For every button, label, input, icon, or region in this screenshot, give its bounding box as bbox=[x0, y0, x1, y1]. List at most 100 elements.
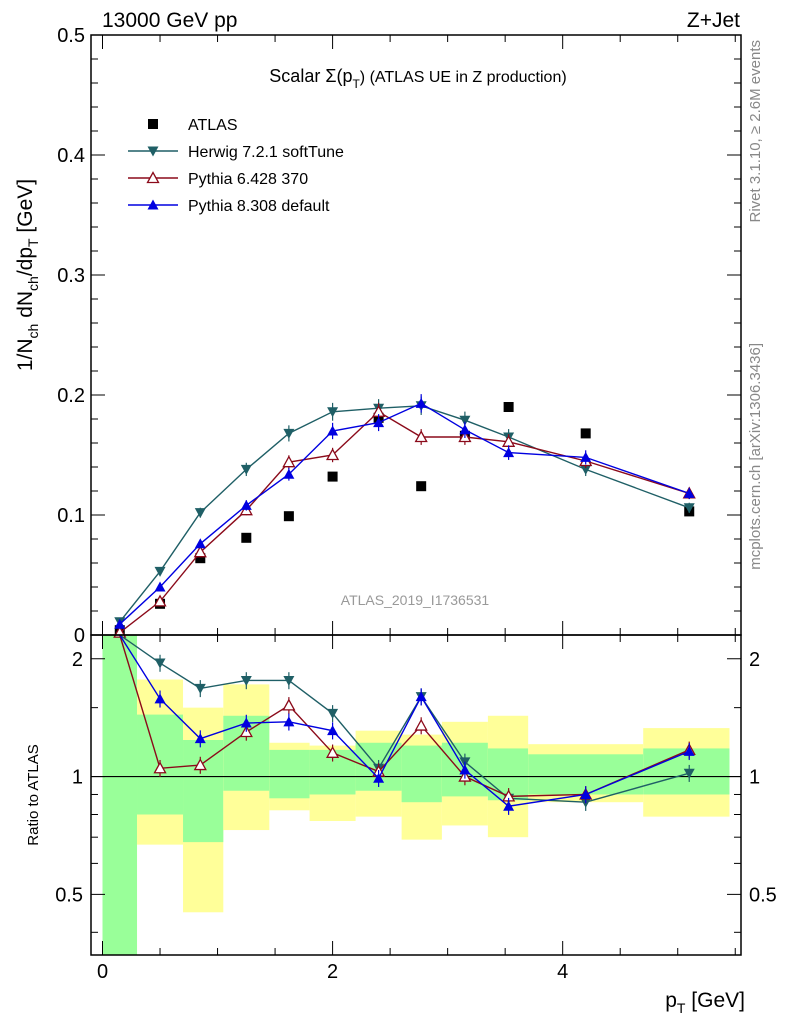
ratio-point bbox=[373, 772, 385, 783]
data-point bbox=[325, 448, 340, 461]
legend-marker bbox=[146, 171, 160, 184]
data-point bbox=[154, 581, 166, 592]
inner-band bbox=[102, 635, 138, 955]
x-tick-label: 2 bbox=[327, 961, 338, 983]
ratio-point bbox=[459, 764, 471, 775]
data-point bbox=[194, 538, 206, 549]
ratio-tick-label: 2 bbox=[72, 649, 83, 671]
data-point bbox=[327, 425, 339, 436]
data-point bbox=[503, 447, 515, 458]
ratio-line bbox=[119, 635, 690, 807]
ratio-point bbox=[240, 717, 252, 728]
ratio-tick-label: 0.5 bbox=[55, 884, 83, 906]
data-point bbox=[283, 511, 294, 522]
inner-band bbox=[183, 740, 224, 843]
data-point bbox=[241, 532, 252, 543]
ratio-point bbox=[327, 725, 339, 736]
mcplots-label: mcplots.cern.ch [arXiv:1306.3436] bbox=[747, 343, 764, 570]
data-point bbox=[580, 451, 592, 462]
data-point bbox=[153, 594, 167, 607]
data-point bbox=[195, 553, 206, 564]
legend-label: Herwig 7.2.1 softTune bbox=[188, 144, 344, 161]
ratio-point bbox=[683, 745, 695, 756]
data-point bbox=[459, 415, 471, 426]
series-line bbox=[119, 405, 690, 623]
ratio-frame bbox=[90, 634, 742, 956]
ratio-point bbox=[414, 718, 428, 731]
x-tick-label: 0 bbox=[97, 961, 108, 983]
legend-marker bbox=[147, 146, 159, 157]
analysis-id: ATLAS_2019_I1736531 bbox=[341, 592, 490, 608]
data-point bbox=[327, 471, 338, 482]
rivet-label: Rivet 3.1.10, ≥ 2.6M events bbox=[747, 40, 764, 223]
data-point bbox=[416, 481, 427, 492]
data-point bbox=[683, 503, 695, 514]
data-point bbox=[503, 402, 514, 412]
ratio-point bbox=[194, 733, 206, 744]
legend-marker bbox=[148, 119, 158, 129]
ratio-point bbox=[153, 761, 167, 774]
ratio-point bbox=[283, 716, 295, 727]
data-point bbox=[154, 566, 166, 577]
data-point bbox=[283, 468, 295, 479]
y-tick-label: 0.1 bbox=[57, 505, 85, 527]
y-tick-label: 0.3 bbox=[57, 265, 85, 287]
svg-text:1/Nch dNch/dpT [GeV]: 1/Nch dNch/dpT [GeV] bbox=[14, 179, 41, 371]
y-tick-label: 0.5 bbox=[57, 25, 85, 47]
y-tick-label: 0.4 bbox=[57, 145, 85, 167]
inner-band bbox=[401, 745, 442, 803]
ratio-point bbox=[154, 658, 166, 669]
ratio-point bbox=[282, 698, 296, 711]
legend-label: Pythia 8.308 default bbox=[188, 198, 330, 215]
data-point bbox=[459, 424, 471, 435]
inner-band bbox=[269, 749, 310, 799]
data-point bbox=[327, 407, 339, 418]
ratio-point bbox=[154, 693, 166, 704]
data-point bbox=[193, 545, 207, 558]
ratio-series bbox=[119, 635, 696, 815]
ratio-tick-label-right: 1 bbox=[749, 767, 760, 789]
ratio-tick-label: 1 bbox=[72, 767, 83, 789]
legend-label: Pythia 6.428 370 bbox=[188, 171, 308, 188]
ratio-line bbox=[119, 635, 690, 803]
x-tick-label: 4 bbox=[557, 961, 568, 983]
data-point bbox=[373, 417, 385, 428]
legend: ATLAS Herwig 7.2.1 softTune Pythia 6.428 3… bbox=[128, 117, 344, 215]
data-point bbox=[414, 430, 428, 443]
ratio-point bbox=[193, 758, 207, 771]
legend-marker bbox=[147, 199, 159, 210]
ratio-point bbox=[283, 675, 295, 686]
y-tick-label: 0 bbox=[74, 625, 85, 647]
data-point bbox=[194, 508, 206, 519]
ratio-point bbox=[240, 675, 252, 686]
ratio-ylabel: Ratio to ATLAS bbox=[25, 744, 42, 845]
data-point bbox=[240, 464, 252, 475]
data-point bbox=[415, 397, 427, 408]
data-point bbox=[283, 428, 295, 439]
header-left: 13000 GeV pp bbox=[102, 9, 237, 32]
ratio-uncertainty-bands bbox=[102, 635, 730, 955]
ratio-tick-label-right: 2 bbox=[749, 649, 760, 671]
y-tick-label: 0.2 bbox=[57, 385, 85, 407]
series-line bbox=[119, 410, 690, 634]
data-point bbox=[114, 618, 126, 629]
series-line bbox=[119, 402, 690, 625]
data-point bbox=[580, 428, 591, 439]
ratio-point bbox=[415, 691, 427, 702]
ratio-point bbox=[683, 768, 695, 779]
data-point bbox=[282, 455, 296, 468]
plot-frames bbox=[90, 34, 742, 956]
data-point bbox=[580, 464, 592, 475]
axis-ticks: 00.10.20.30.40.50.5 0.51 12 20 2 4 bbox=[55, 25, 777, 983]
ratio-point bbox=[503, 800, 515, 811]
header-right: Z+Jet bbox=[687, 9, 740, 32]
ratio-point bbox=[580, 788, 592, 799]
main-ylabel: 1/Nch dNch/dpT [GeV] bbox=[14, 179, 41, 371]
data-point bbox=[240, 499, 252, 510]
chart-title: Scalar Σ(pT) (ATLAS UE in Z production) bbox=[269, 66, 566, 91]
ratio-point bbox=[325, 745, 340, 758]
ratio-point bbox=[327, 708, 339, 719]
x-axis-label: pT [GeV] bbox=[665, 989, 745, 1016]
ratio-tick-label-right: 0.5 bbox=[749, 884, 777, 906]
